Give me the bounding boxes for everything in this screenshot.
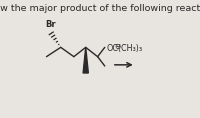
- Text: OC(CH₃)₃: OC(CH₃)₃: [107, 44, 143, 53]
- Polygon shape: [83, 47, 88, 73]
- Text: ⊖: ⊖: [114, 42, 120, 51]
- Text: Draw the major product of the following reaction.: Draw the major product of the following …: [0, 4, 200, 13]
- Text: Br: Br: [45, 20, 56, 29]
